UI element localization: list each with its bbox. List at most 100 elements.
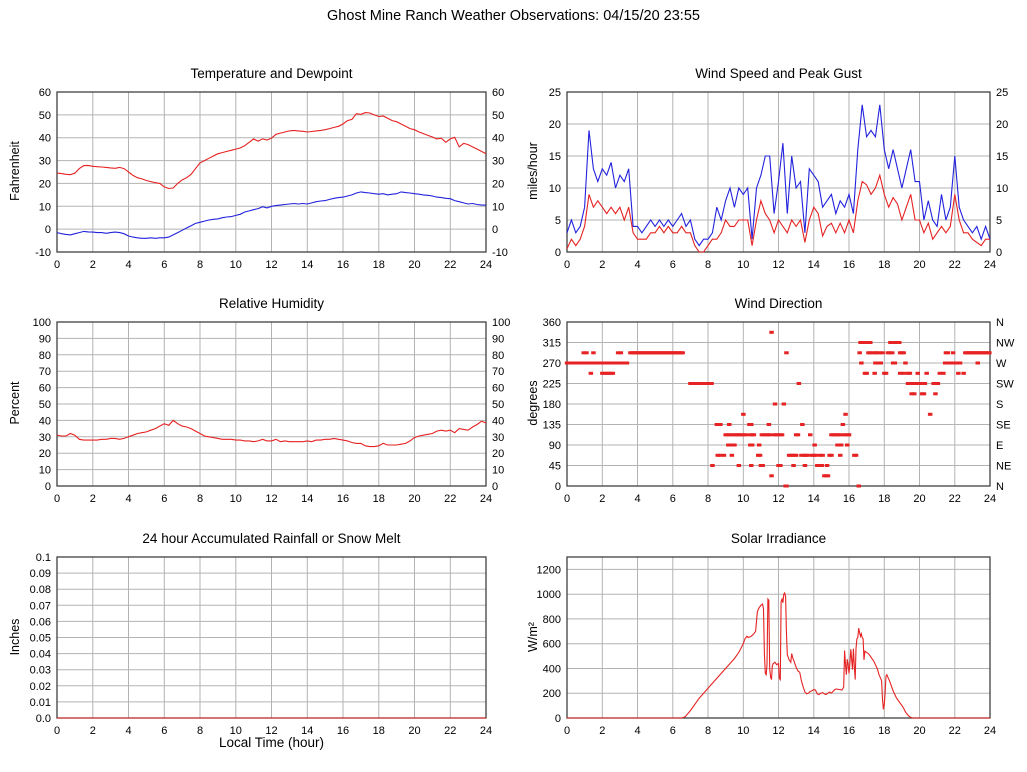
svg-text:4: 4	[634, 493, 640, 505]
svg-text:6: 6	[161, 259, 167, 271]
svg-text:70: 70	[492, 366, 504, 378]
svg-text:8: 8	[197, 259, 203, 271]
svg-text:10: 10	[492, 201, 504, 213]
svg-text:30: 30	[39, 156, 51, 168]
svg-text:0.03: 0.03	[30, 665, 51, 677]
svg-text:0: 0	[564, 259, 570, 271]
svg-text:50: 50	[492, 399, 504, 411]
svg-text:20: 20	[408, 725, 420, 737]
svg-text:22: 22	[444, 725, 456, 737]
svg-text:10: 10	[39, 465, 51, 477]
svg-text:5: 5	[996, 215, 1002, 227]
svg-text:18: 18	[878, 493, 890, 505]
svg-text:2: 2	[90, 493, 96, 505]
chart-title: Temperature and Dewpoint	[190, 66, 353, 81]
svg-text:20: 20	[39, 448, 51, 460]
svg-text:SW: SW	[996, 379, 1014, 391]
svg-text:0.1: 0.1	[36, 552, 51, 564]
svg-text:E: E	[996, 440, 1003, 452]
svg-text:15: 15	[549, 151, 561, 163]
chart-title: Relative Humidity	[218, 296, 325, 311]
svg-text:22: 22	[444, 493, 456, 505]
svg-text:0.05: 0.05	[30, 633, 51, 645]
svg-text:14: 14	[301, 493, 313, 505]
svg-text:225: 225	[543, 379, 561, 391]
svg-text:10: 10	[492, 465, 504, 477]
svg-text:24: 24	[480, 493, 492, 505]
svg-text:25: 25	[549, 87, 561, 99]
svg-text:20: 20	[996, 119, 1008, 131]
svg-text:8: 8	[197, 493, 203, 505]
svg-text:0.09: 0.09	[30, 568, 51, 580]
svg-text:0: 0	[492, 224, 498, 236]
svg-text:0.02: 0.02	[30, 681, 51, 693]
svg-text:10: 10	[230, 259, 242, 271]
svg-text:16: 16	[843, 259, 855, 271]
svg-text:4: 4	[634, 725, 640, 737]
svg-text:270: 270	[543, 358, 561, 370]
svg-text:100: 100	[33, 317, 51, 329]
svg-text:30: 30	[492, 432, 504, 444]
svg-text:0: 0	[54, 493, 60, 505]
svg-text:NE: NE	[996, 461, 1011, 473]
svg-text:180: 180	[543, 399, 561, 411]
svg-text:22: 22	[949, 259, 961, 271]
svg-text:600: 600	[543, 639, 561, 651]
svg-text:0: 0	[555, 713, 561, 725]
svg-text:0: 0	[555, 247, 561, 259]
svg-text:14: 14	[808, 493, 820, 505]
chart-relative-humidity: Relative Humidity Percent 0 2 4 6 8 10 12 14 16 1…	[0, 290, 513, 526]
svg-text:10: 10	[549, 183, 561, 195]
svg-text:N: N	[996, 481, 1004, 493]
solar-irradiance-plot: 0 2 4 6 8 10 12 14 16 18 20 22 240200400600800100012…	[537, 556, 996, 737]
svg-text:SE: SE	[996, 420, 1011, 432]
svg-text:14: 14	[808, 259, 820, 271]
svg-text:10: 10	[39, 201, 51, 213]
svg-text:18: 18	[878, 259, 890, 271]
chart-title: Wind Direction	[734, 296, 823, 311]
svg-text:200: 200	[543, 688, 561, 700]
svg-text:2: 2	[90, 259, 96, 271]
svg-text:15: 15	[996, 151, 1008, 163]
svg-text:18: 18	[373, 725, 385, 737]
svg-text:360: 360	[543, 317, 561, 329]
svg-text:0: 0	[45, 224, 51, 236]
svg-text:8: 8	[705, 493, 711, 505]
svg-text:10: 10	[230, 725, 242, 737]
svg-text:10: 10	[996, 183, 1008, 195]
svg-text:24: 24	[480, 725, 492, 737]
svg-text:18: 18	[373, 259, 385, 271]
svg-text:0: 0	[492, 481, 498, 493]
svg-text:20: 20	[913, 259, 925, 271]
svg-text:22: 22	[949, 493, 961, 505]
svg-text:12: 12	[265, 493, 277, 505]
svg-text:10: 10	[737, 725, 749, 737]
svg-text:50: 50	[39, 399, 51, 411]
svg-text:2: 2	[90, 725, 96, 737]
svg-text:90: 90	[549, 440, 561, 452]
svg-text:12: 12	[772, 725, 784, 737]
svg-text:20: 20	[549, 119, 561, 131]
svg-text:8: 8	[705, 725, 711, 737]
svg-text:25: 25	[996, 87, 1008, 99]
svg-text:24: 24	[984, 725, 996, 737]
svg-text:20: 20	[408, 493, 420, 505]
svg-text:8: 8	[705, 259, 711, 271]
svg-text:0: 0	[45, 481, 51, 493]
svg-text:0.08: 0.08	[30, 584, 51, 596]
svg-text:12: 12	[265, 725, 277, 737]
svg-text:400: 400	[543, 664, 561, 676]
svg-text:1000: 1000	[537, 589, 561, 601]
svg-text:6: 6	[161, 493, 167, 505]
svg-text:40: 40	[492, 415, 504, 427]
svg-text:20: 20	[913, 725, 925, 737]
svg-text:24: 24	[984, 493, 996, 505]
svg-text:40: 40	[39, 415, 51, 427]
svg-text:60: 60	[492, 383, 504, 395]
svg-text:800: 800	[543, 614, 561, 626]
svg-text:0: 0	[996, 247, 1002, 259]
